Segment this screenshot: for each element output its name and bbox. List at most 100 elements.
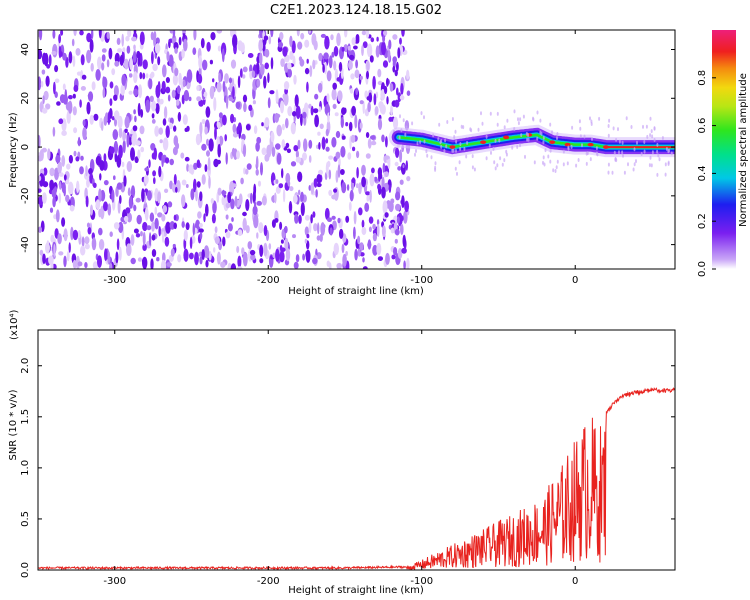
noise-speckle — [178, 72, 182, 86]
noise-speckle — [150, 258, 154, 269]
noise-speckle — [39, 249, 44, 256]
ridge-scatter — [554, 169, 557, 173]
noise-speckle — [242, 217, 247, 231]
ridge-hotspot — [549, 140, 556, 144]
noise-speckle — [401, 195, 405, 209]
noise-speckle — [365, 191, 371, 196]
noise-speckle — [256, 136, 262, 144]
noise-speckle — [366, 70, 369, 80]
ridge-scatter — [419, 140, 422, 145]
noise-speckle — [38, 175, 42, 182]
noise-speckle — [42, 95, 45, 105]
noise-speckle — [54, 65, 59, 73]
noise-speckle — [325, 138, 329, 144]
noise-speckle — [312, 59, 316, 70]
noise-speckle — [200, 38, 205, 49]
noise-speckle — [310, 214, 313, 224]
noise-speckle — [148, 159, 151, 168]
noise-speckle — [205, 259, 209, 268]
snr-panel: -300 -200 -100 0 0.0 0.5 1.0 1.5 2.0 Height of … — [8, 309, 676, 596]
noise-speckle — [287, 62, 292, 70]
ridge-scatter — [623, 170, 626, 175]
ridge-scatter — [437, 137, 440, 142]
ridge-scatter — [522, 114, 525, 119]
ridge-scatter — [536, 136, 539, 141]
ridge-scatter — [544, 148, 547, 153]
ridge-scatter — [650, 163, 653, 168]
noise-speckle — [130, 185, 136, 199]
noise-speckle — [84, 262, 88, 269]
noise-speckle — [297, 139, 301, 150]
noise-speckle — [204, 126, 208, 135]
noise-speckle — [376, 242, 382, 256]
noise-speckle — [238, 130, 241, 139]
ridge-scatter — [595, 151, 598, 156]
noise-speckle — [57, 161, 62, 174]
noise-speckle — [49, 207, 54, 213]
noise-speckle — [383, 30, 388, 36]
noise-speckle — [73, 84, 79, 92]
noise-speckle — [376, 36, 379, 42]
ridge-scatter — [455, 139, 458, 144]
noise-speckle — [153, 177, 156, 185]
noise-speckle — [241, 247, 245, 255]
ridge-scatter — [585, 151, 588, 156]
noise-speckle — [205, 203, 209, 217]
noise-speckle — [292, 234, 296, 239]
x-tick-label: 0 — [572, 576, 578, 587]
noise-speckle — [128, 90, 133, 95]
noise-speckle — [99, 173, 102, 181]
ridge-scatter — [567, 146, 570, 151]
ridge-scatter — [399, 114, 401, 119]
noise-speckle — [79, 99, 82, 108]
noise-speckle — [352, 146, 356, 152]
noise-speckle — [400, 223, 404, 236]
noise-speckle — [357, 235, 361, 245]
noise-speckle — [326, 70, 332, 82]
ridge-scatter — [632, 167, 635, 172]
noise-speckle — [183, 89, 190, 102]
noise-speckle — [192, 47, 197, 55]
noise-speckle — [39, 30, 43, 41]
noise-speckle — [406, 257, 410, 269]
ridge-scatter — [556, 136, 558, 141]
noise-speckle — [225, 231, 231, 239]
noise-speckle — [116, 238, 120, 251]
noise-speckle — [280, 239, 284, 244]
noise-speckle — [72, 229, 79, 241]
noise-speckle — [395, 252, 399, 265]
noise-speckle — [277, 41, 284, 48]
ridge-scatter — [519, 117, 522, 122]
noise-speckle — [335, 170, 339, 183]
noise-speckle — [214, 126, 217, 140]
ridge-scatter — [649, 155, 652, 160]
noise-speckle — [153, 34, 156, 47]
noise-speckle — [259, 258, 264, 264]
noise-speckle — [336, 262, 342, 269]
ridge-scatter — [549, 148, 552, 153]
noise-speckle — [73, 127, 78, 134]
noise-speckle — [361, 219, 365, 228]
ridge-scatter — [485, 156, 488, 161]
noise-speckle — [150, 31, 154, 41]
noise-speckle — [333, 188, 338, 193]
noise-speckle — [152, 170, 157, 177]
signal-ridge — [388, 109, 675, 177]
ridge-scatter — [667, 160, 670, 165]
noise-speckle — [314, 93, 319, 100]
noise-speckle — [77, 261, 83, 267]
noise-speckle — [214, 236, 220, 245]
noise-speckle — [154, 43, 161, 54]
ridge-scatter — [400, 128, 403, 133]
noise-speckle — [221, 190, 227, 196]
ridge-scatter — [402, 164, 405, 169]
noise-speckle — [210, 198, 214, 204]
ridge-scatter — [581, 143, 583, 148]
noise-speckle — [328, 55, 333, 69]
noise-speckle — [312, 211, 316, 218]
noise-speckle — [280, 247, 286, 252]
ridge-scatter — [562, 162, 565, 167]
noise-speckle — [382, 200, 388, 214]
noise-speckle — [242, 252, 248, 267]
ridge-scatter — [443, 148, 446, 153]
